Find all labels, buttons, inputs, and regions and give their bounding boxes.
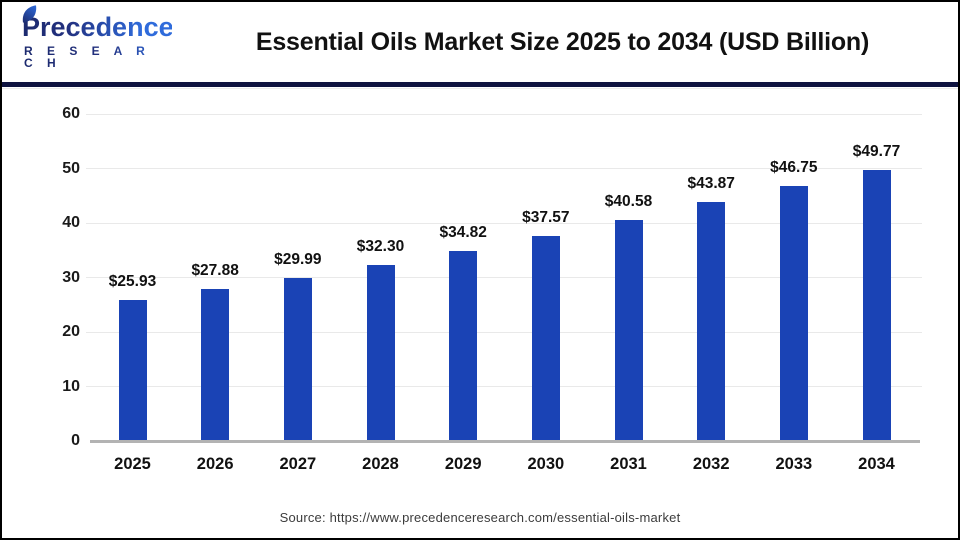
gridline [86, 222, 922, 224]
y-axis-tick-label: 50 [62, 159, 80, 177]
bar-value-label: $46.75 [770, 159, 818, 177]
bar-value-label: $43.87 [687, 174, 735, 192]
bar-value-label: $34.82 [439, 224, 487, 242]
bar-value-label: $49.77 [852, 142, 901, 160]
brand-subtitle: R E S E A R C H [24, 45, 172, 69]
x-axis-tick-label: 2029 [444, 455, 482, 473]
x-axis-tick-label: 2028 [362, 455, 399, 473]
header-divider [2, 82, 958, 87]
bar-value-label: $40.58 [604, 192, 653, 210]
bar-2032 [697, 201, 726, 441]
bar-2025 [118, 299, 147, 441]
bar-2027 [283, 277, 312, 441]
y-axis-tick-label: 40 [62, 214, 80, 231]
x-axis-line [90, 440, 920, 443]
y-axis-tick-label: 10 [62, 377, 80, 395]
header: Precedence R E S E A R C H Essential Oil… [2, 2, 958, 82]
brand-name: Precedence [22, 5, 172, 41]
x-axis-tick-label: 2030 [527, 455, 565, 473]
header-divider-shadow [2, 88, 958, 89]
chart-title: Essential Oils Market Size 2025 to 2034 … [255, 27, 870, 56]
gridline [86, 277, 922, 278]
bar-2029 [449, 251, 478, 441]
x-axis-tick-label: 2026 [196, 455, 234, 473]
leaf-icon [22, 5, 37, 23]
gridline [86, 331, 922, 333]
y-axis-tick-label: 20 [62, 323, 80, 340]
y-axis-tick-label: 30 [62, 268, 80, 286]
x-axis-tick-label: 2027 [279, 455, 317, 473]
gridline [86, 168, 922, 169]
bar-2034 [862, 169, 891, 441]
gridline [86, 386, 922, 387]
bar-2033 [779, 186, 808, 441]
bar-value-label: $25.93 [108, 272, 157, 290]
brand-logo: Precedence R E S E A R C H [22, 5, 172, 69]
bar-value-label: $37.57 [522, 209, 570, 227]
x-axis-tick-label: 2031 [610, 455, 647, 473]
gridline [86, 113, 922, 115]
bar-2031 [614, 219, 643, 441]
bar-value-label: $27.88 [191, 262, 239, 280]
x-axis-tick-label: 2033 [775, 455, 813, 473]
x-axis-tick-label: 2034 [858, 455, 895, 473]
bar-value-label: $32.30 [356, 237, 405, 255]
source-text: Source: https://www.precedenceresearch.c… [279, 510, 681, 525]
y-axis-tick-label: 0 [71, 432, 80, 449]
bar-2030 [531, 236, 560, 441]
x-axis-tick-label: 2025 [114, 455, 151, 473]
bar-value-label: $29.99 [274, 250, 322, 268]
y-axis-tick-label: 60 [62, 105, 80, 122]
bar-2028 [366, 264, 395, 441]
bar-2026 [201, 289, 230, 441]
x-axis-tick-label: 2032 [692, 455, 730, 473]
